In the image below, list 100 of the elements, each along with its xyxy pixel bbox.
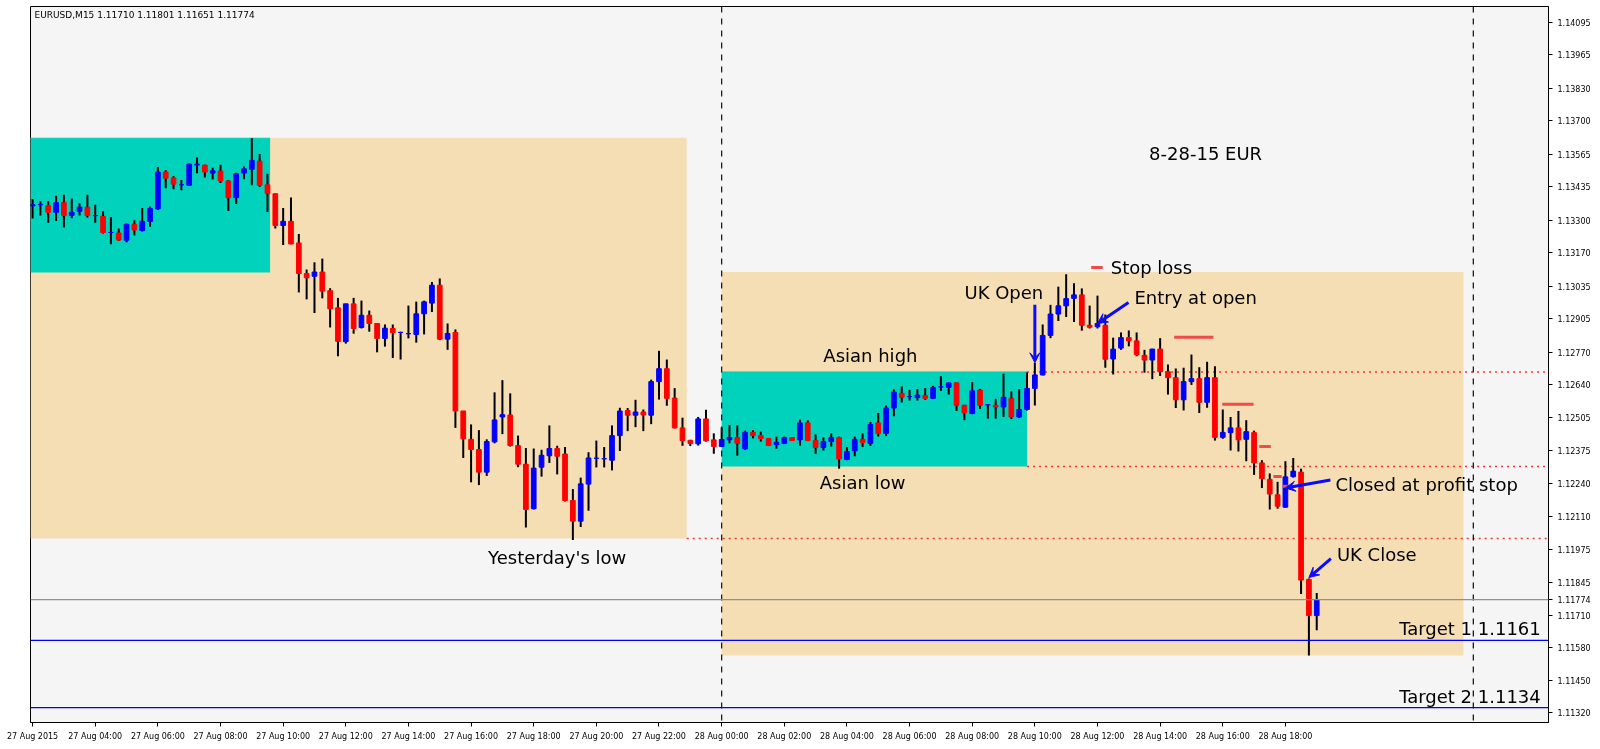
y-tick-label: 1.12375	[1557, 446, 1591, 456]
candlestick	[319, 257, 326, 300]
candlestick	[1196, 366, 1203, 414]
candlestick	[953, 381, 960, 412]
candlestick	[468, 423, 474, 484]
x-tick-label: 27 Aug 2015	[6, 731, 59, 741]
candlestick	[68, 197, 75, 220]
candlestick	[1313, 591, 1320, 632]
y-tick-label: 1.12905	[1557, 315, 1591, 325]
x-tick-label: 27 Aug 20:00	[569, 731, 624, 741]
candlestick	[444, 322, 451, 351]
candlestick	[327, 287, 333, 329]
candlestick	[147, 205, 153, 228]
x-tick-label: 28 Aug 02:00	[757, 731, 812, 741]
candlestick	[812, 433, 819, 455]
candlestick	[734, 424, 741, 457]
x-tick-label: 28 Aug 00:00	[694, 731, 749, 741]
candlestick	[1188, 353, 1195, 386]
x-tick-label: 27 Aug 14:00	[381, 731, 436, 741]
y-tick-label: 1.12770	[1557, 348, 1591, 358]
candlestick	[1055, 285, 1062, 322]
candlestick	[288, 196, 294, 246]
x-tick-label: 27 Aug 18:00	[506, 731, 561, 741]
chart-title: EURUSD,M15 1.11710 1.11801 1.11651 1.11774	[34, 9, 255, 20]
y-tick-label: 1.11450	[1557, 676, 1591, 686]
candlestick	[382, 323, 388, 348]
y-tick-label: 1.12110	[1557, 512, 1591, 522]
candlestick	[679, 416, 686, 447]
candlestick	[303, 268, 310, 301]
candlestick	[742, 429, 748, 451]
x-tick-label: 28 Aug 16:00	[1195, 731, 1250, 741]
candlestick	[1024, 371, 1030, 412]
candlestick	[1227, 415, 1234, 452]
candlestick	[358, 299, 365, 330]
candlestick	[703, 408, 709, 443]
candlestick	[1290, 456, 1297, 479]
y-tick-label: 1.13965	[1557, 51, 1591, 61]
candlestick	[1071, 282, 1077, 323]
y-tick-label: 1.11710	[1557, 612, 1591, 622]
candlestick	[1016, 388, 1023, 419]
y-tick-label: 1.13830	[1557, 85, 1591, 95]
x-tick-label: 27 Aug 16:00	[444, 731, 499, 741]
candlestick	[867, 420, 874, 447]
candlestick	[1259, 459, 1265, 490]
annotation: Stop loss	[1110, 257, 1193, 279]
candlestick	[1266, 472, 1273, 511]
candlestick	[969, 381, 976, 416]
candlestick	[1110, 336, 1116, 376]
candlestick	[491, 391, 498, 445]
candlestick	[186, 162, 193, 187]
x-tick-label: 28 Aug 04:00	[819, 731, 874, 741]
candlestick	[311, 261, 318, 315]
annotation: Yesterday's low	[487, 546, 627, 568]
candlestick	[162, 169, 169, 190]
candlestick	[1243, 419, 1250, 463]
annotation: Closed at profit stop	[1335, 473, 1518, 495]
y-tick-label: 1.11975	[1557, 546, 1591, 556]
candlestick	[1219, 408, 1226, 440]
candlestick	[640, 408, 647, 433]
y-tick-label: 1.13035	[1557, 282, 1591, 292]
ref-line-label: Target 1 1.1161	[1398, 618, 1541, 640]
y-tick-label: 1.12505	[1557, 414, 1591, 424]
candlestick	[421, 299, 427, 336]
x-tick-label: 28 Aug 10:00	[1007, 731, 1062, 741]
candlestick	[413, 300, 420, 344]
candlestick	[45, 200, 52, 224]
candlestick	[1141, 348, 1148, 374]
y-tick-label: 1.12640	[1557, 380, 1591, 390]
candlestick	[554, 444, 561, 476]
y-tick-label: 1.13435	[1557, 183, 1591, 193]
x-tick-label: 28 Aug 08:00	[945, 731, 1000, 741]
y-tick-label: 1.11845	[1557, 578, 1591, 588]
candlestick	[1133, 331, 1140, 358]
annotation: UK Close	[1336, 544, 1417, 566]
candlestick	[624, 407, 631, 433]
annotation: Entry at open	[1134, 286, 1257, 308]
candlestick	[1235, 409, 1242, 453]
candlestick	[1000, 372, 1007, 418]
candlestick	[656, 349, 662, 401]
candlestick	[248, 137, 255, 187]
y-tick-label: 1.13300	[1557, 216, 1591, 226]
candlestick	[1063, 273, 1070, 319]
candlestick	[429, 280, 435, 314]
candlestick	[1008, 390, 1015, 420]
ref-line-label: Target 2 1.1134	[1398, 685, 1541, 707]
x-tick-label: 27 Aug 12:00	[318, 731, 373, 741]
annotation: Asian high	[823, 344, 918, 366]
candlestick	[632, 398, 639, 429]
candlestick	[280, 207, 286, 246]
annotation: Asian low	[819, 472, 906, 494]
candlestick	[217, 163, 224, 185]
y-tick-label: 1.13170	[1557, 249, 1591, 259]
candlestick	[891, 388, 897, 418]
candlestick	[797, 418, 803, 447]
x-tick-label: 28 Aug 06:00	[882, 731, 937, 741]
y-tick-label: 1.12240	[1557, 480, 1591, 490]
candlestick	[875, 411, 882, 438]
x-tick-label: 27 Aug 10:00	[256, 731, 311, 741]
x-tick-label: 27 Aug 08:00	[193, 731, 248, 741]
y-tick-label: 1.11774	[1557, 596, 1591, 606]
